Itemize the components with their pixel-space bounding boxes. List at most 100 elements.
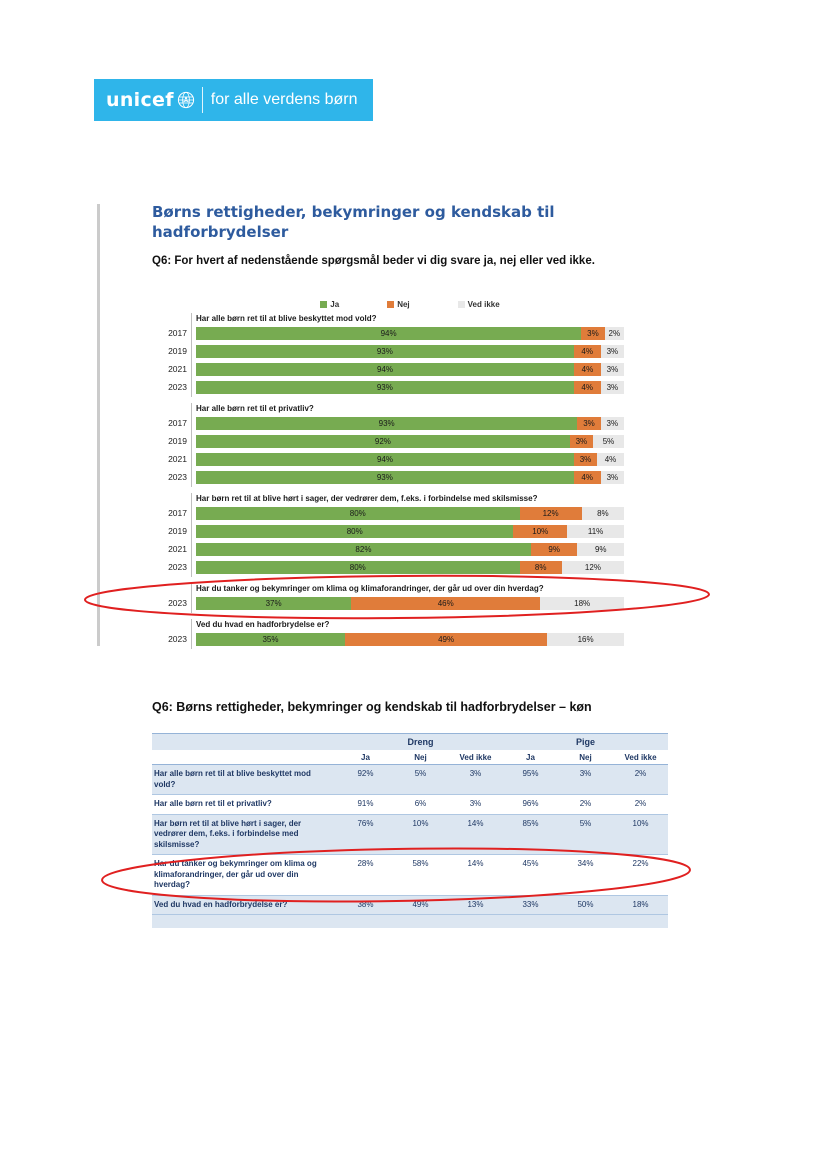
year-label: 2017 [168,418,187,428]
value-cell: 3% [469,769,482,778]
bar-segment-ved-ikke: 3% [600,345,624,358]
chart-bar-row: 2023 80% 8% 12% [168,561,624,574]
chart-group: Har alle børn ret til at blive beskyttet… [168,313,624,397]
chart-bar-row: 2019 80% 10% 11% [168,525,624,538]
value-cell: 10% [412,818,429,828]
stacked-bar: 93% 4% 3% [196,381,624,394]
value-cell: 95% [522,769,539,778]
bar-value-label: 80% [349,563,366,572]
page-title: Børns rettigheder, bekymringer og kendsk… [152,203,555,242]
value-cell: 2% [579,799,592,808]
unicef-globe-icon [177,91,194,109]
legend-item-nej: Nej [387,300,410,309]
chart-bar-row: 2023 93% 4% 3% [168,471,624,484]
value-cell: 49% [412,899,429,909]
chart-legend: Ja Nej Ved ikke [196,299,624,309]
stacked-bar: 92% 3% 5% [196,435,624,448]
chart-group: Ved du hvad en hadforbrydelse er? 2023 35%… [168,619,624,649]
value-cell: 34% [577,859,594,868]
bar-value-label: 11% [587,527,604,536]
banner-divider [201,87,203,113]
year-label: 2019 [168,526,187,536]
value-cell: 76% [357,818,374,828]
bar-value-label: 4% [581,347,593,356]
bar-segment-nej: 8% [519,561,562,574]
bar-value-label: 80% [349,509,366,518]
column-header-nej-4: Nej [558,750,613,765]
legend-item-ved-ikke: Ved ikke [457,300,500,309]
bar-segment-ved-ikke: 4% [597,453,624,466]
corner-cell [152,750,338,765]
section-left-rule [97,204,100,646]
bar-segment-nej: 3% [581,327,605,340]
legend-label: Ja [330,299,340,309]
stacked-bar: 93% 3% 3% [196,417,624,430]
legend-swatch-ved-ikke-icon [457,300,465,308]
legend-swatch-ja-icon [320,300,328,308]
bar-segment-nej: 3% [573,453,598,466]
column-header-ved-ikke-2: Ved ikke [448,750,503,765]
question-cell: Har alle børn ret til et privatliv? [154,799,272,808]
chart-bar-row: 2023 37% 46% 18% [168,597,624,610]
bar-segment-nej: 10% [513,525,568,538]
stacked-bar-chart: Ja Nej Ved ikke Har alle børn ret til at b… [154,299,624,655]
value-cell: 45% [522,859,539,868]
year-label: 2019 [168,346,187,356]
content-area: Børns rettigheder, bekymringer og kendsk… [152,202,672,268]
year-label: 2017 [168,508,187,518]
question-intro-text: Q6: For hvert af nedenstående spørgsmål … [152,254,595,267]
bar-segment-ja: 35% [196,633,345,646]
trailing-cell [152,915,668,928]
column-header-ja-3: Ja [503,750,558,765]
value-cell: 13% [467,899,484,909]
value-cell: 38% [357,899,374,909]
unicef-logo-text: unicef [106,89,174,111]
stacked-bar: 93% 4% 3% [196,471,624,484]
year-label: 2021 [168,454,187,464]
group-header-pige: Pige [503,733,669,750]
bar-segment-ved-ikke: 8% [581,507,624,520]
chart-bar-row: 2021 82% 9% 9% [168,543,624,556]
bar-value-label: 37% [265,599,282,608]
table-trailing-band [152,914,669,928]
chart-bar-row: 2017 93% 3% 3% [168,417,624,430]
table-group-header-row: Dreng Pige [152,733,669,750]
chart-group-question: Har børn ret til at blive hørt i sager, … [196,494,538,503]
bar-value-label: 4% [581,383,593,392]
bar-segment-ved-ikke: 12% [561,561,624,574]
value-cell: 14% [467,859,484,868]
value-cell: 96% [522,799,539,808]
bar-segment-ved-ikke: 18% [540,597,624,610]
bar-value-label: 3% [579,455,592,464]
stacked-bar: 37% 46% 18% [196,597,624,610]
value-cell: 91% [357,799,374,808]
column-header-nej-1: Nej [393,750,448,765]
bar-value-label: 82% [355,545,372,554]
table-title: Q6: Børns rettigheder, bekymringer og ke… [152,700,592,714]
question-cell: Har alle børn ret til at blive beskyttet… [154,769,311,789]
chart-bar-row: 2017 94% 3% 2% [168,327,624,340]
bar-segment-ved-ikke: 3% [600,471,624,484]
bar-segment-ja: 80% [196,525,514,538]
bar-value-label: 35% [262,635,279,644]
chart-bar-row: 2017 80% 12% 8% [168,507,624,520]
bar-value-label: 3% [606,473,619,482]
chart-group: Har børn ret til at blive hørt i sager, … [168,493,624,577]
bar-value-label: 94% [376,455,393,464]
bar-value-label: 8% [534,563,547,572]
table-row: Har du tanker og bekymringer om klima og… [152,855,669,895]
year-label: 2023 [168,562,187,572]
bar-segment-ja: 82% [196,543,531,556]
stacked-bar: 82% 9% 9% [196,543,624,556]
bar-segment-ved-ikke: 9% [577,543,624,556]
stacked-bar: 94% 3% 2% [196,327,624,340]
column-header-ja-0: Ja [338,750,393,765]
chart-bar-row: 2019 92% 3% 5% [168,435,624,448]
bar-value-label: 2% [608,329,621,338]
table-row: Har børn ret til at blive hørt i sager, … [152,814,669,855]
bar-value-label: 8% [597,509,609,518]
bar-segment-ja: 93% [196,471,574,484]
value-cell: 92% [357,769,374,778]
value-cell: 22% [632,859,649,868]
